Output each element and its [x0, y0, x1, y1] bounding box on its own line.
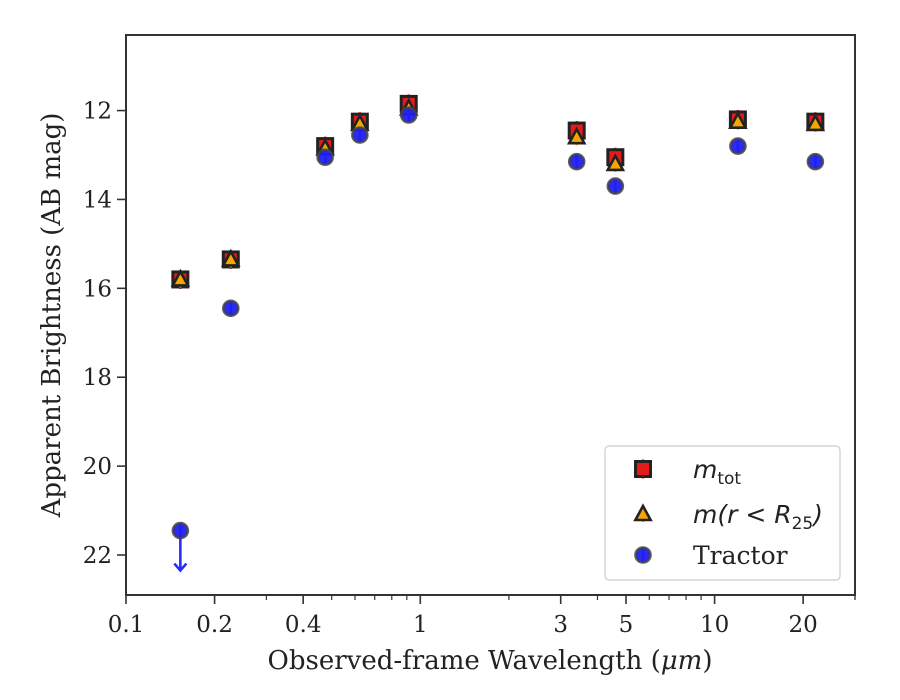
x-tick-label: 0.2 — [196, 612, 233, 638]
data-point — [221, 299, 240, 318]
marker-circle — [171, 521, 190, 540]
y-tick-label: 20 — [83, 454, 112, 480]
y-tick-label: 22 — [83, 543, 112, 569]
marker-circle — [399, 106, 418, 124]
y-tick-label: 12 — [83, 99, 112, 125]
x-axis-label-unit: μm — [661, 646, 703, 676]
marker-triangle — [566, 126, 587, 145]
marker-circle — [567, 152, 586, 171]
legend-label-main: m — [693, 455, 717, 484]
data-point — [567, 152, 586, 171]
data-point — [728, 110, 748, 130]
series-circle — [171, 106, 825, 573]
marker-triangle — [728, 110, 748, 129]
data-point — [566, 126, 587, 146]
x-axis-ticks: 0.1 0.2 0.4 1 3 5 10 20 — [108, 595, 856, 638]
legend-label: m(r < R25) — [693, 500, 823, 534]
legend-entries: mtot m(r < R25) Tractor — [633, 455, 823, 570]
upper-limit-arrow-head — [173, 562, 188, 573]
legend-label: mtot — [693, 455, 741, 489]
legend-box — [604, 445, 841, 581]
data-point — [351, 126, 369, 144]
x-axis-label-suffix: ) — [702, 646, 712, 676]
x-axis-label: Observed-frame Wavelength (μm) — [268, 646, 713, 676]
marker-square — [634, 460, 652, 478]
data-point — [171, 521, 190, 573]
y-tick-label: 18 — [83, 365, 112, 391]
marker-circle — [806, 152, 825, 171]
x-tick-label: 5 — [619, 612, 634, 638]
marker-circle — [221, 299, 240, 318]
data-point — [399, 106, 418, 124]
plot-marks — [170, 94, 826, 573]
x-tick-label: 10 — [700, 612, 729, 638]
data-point — [316, 148, 334, 167]
y-tick-label: 16 — [83, 276, 112, 302]
marker-circle — [316, 148, 334, 167]
legend-label-main: m(r < R — [693, 500, 792, 529]
marker-triangle — [633, 503, 653, 522]
x-tick-label: 20 — [789, 612, 818, 638]
legend-label: Tractor — [693, 541, 788, 570]
y-axis-label: Apparent Brightness (AB mag) — [37, 113, 67, 519]
legend-entry: Tractor — [634, 541, 788, 570]
marker-circle — [634, 546, 652, 564]
legend: mtot m(r < R25) Tractor — [604, 445, 841, 581]
data-point — [805, 113, 826, 132]
data-point — [806, 152, 825, 171]
plot-frame — [125, 34, 856, 596]
data-point — [606, 177, 625, 195]
legend-label-sub: tot — [717, 469, 741, 489]
marker-triangle — [170, 268, 191, 287]
marker-triangle — [805, 113, 826, 132]
legend-label-end: ) — [811, 500, 823, 529]
x-tick-label: 0.4 — [285, 612, 322, 638]
y-axis-ticks: 12 14 16 18 20 22 — [83, 99, 126, 569]
marker-triangle — [605, 153, 626, 172]
x-tick-label: 3 — [553, 612, 568, 638]
x-tick-label: 1 — [413, 612, 428, 638]
data-point — [170, 268, 191, 288]
legend-entry: m(r < R25) — [633, 500, 823, 534]
data-point — [605, 153, 626, 172]
data-point — [220, 248, 241, 268]
marker-triangle — [220, 248, 241, 267]
marker-circle — [351, 126, 369, 144]
y-tick-label: 14 — [83, 187, 112, 213]
series-square — [171, 94, 825, 289]
marker-circle — [606, 177, 625, 195]
x-tick-label: 0.1 — [108, 612, 145, 638]
data-point — [729, 137, 747, 155]
series-triangle — [170, 97, 826, 288]
x-axis-label-prefix: Observed-frame Wavelength ( — [268, 646, 661, 676]
legend-entry: mtot — [634, 455, 741, 489]
legend-label-sub: 25 — [792, 514, 814, 534]
marker-circle — [729, 137, 747, 155]
